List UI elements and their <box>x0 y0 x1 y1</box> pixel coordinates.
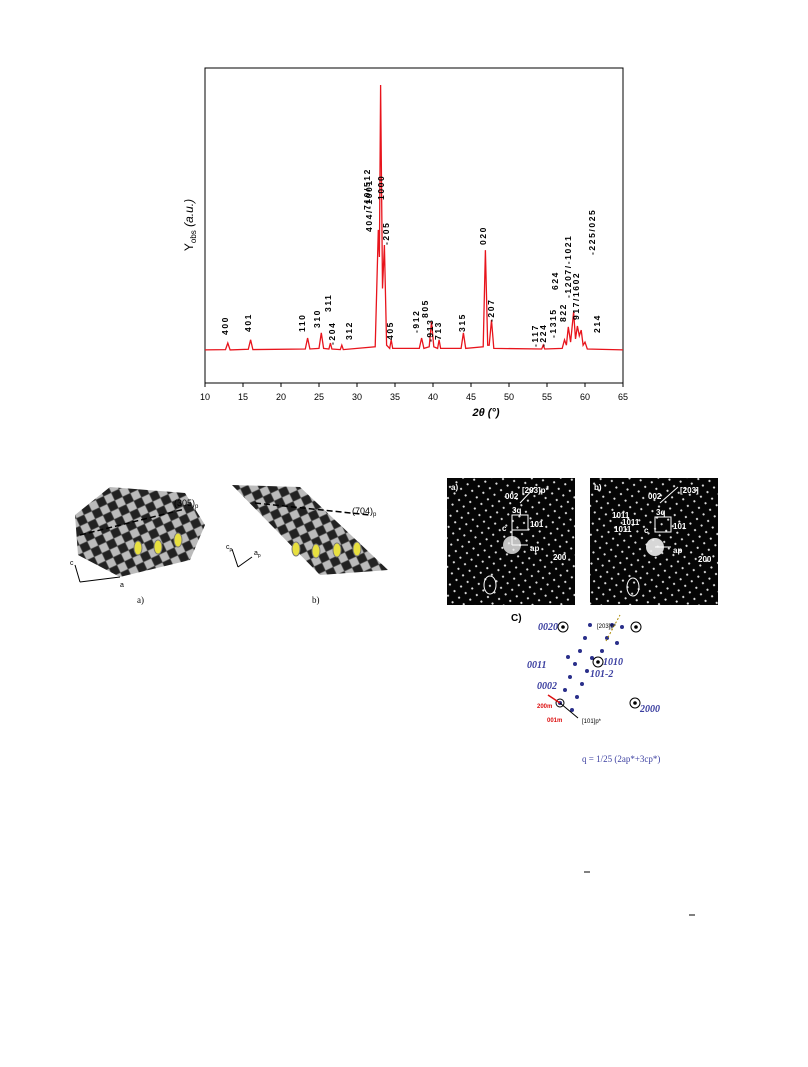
peak-label: -912 <box>411 310 421 333</box>
peak-label: -225/025 <box>587 209 597 255</box>
direction-label: [203] <box>680 486 699 495</box>
spot-label: 101 <box>530 520 544 529</box>
x-tick-label: 55 <box>542 392 552 402</box>
x-axis-label: 2θ (°) <box>471 407 499 419</box>
spot-label: [203]p* <box>597 624 617 630</box>
text-fragments <box>584 871 695 916</box>
spot-label: 0020 <box>538 622 558 633</box>
spot-label: 002 <box>505 492 519 501</box>
peak-label: 713 <box>433 321 443 340</box>
axis-label: a <box>120 582 124 589</box>
channels <box>291 541 362 559</box>
x-tick-label: 40 <box>428 392 438 402</box>
peak-label: 822 <box>558 303 568 322</box>
peak-label: 400 <box>220 316 230 335</box>
peak-label: -205 <box>381 222 391 245</box>
peak-label: -204 <box>327 322 337 345</box>
peak-label: 710/512 <box>362 168 372 210</box>
panel-label: a) <box>451 483 458 492</box>
panel-label: a) <box>137 595 144 605</box>
spot-label: 2000 <box>639 704 660 715</box>
peak-label: -207 <box>486 299 496 322</box>
x-tick-label: 65 <box>618 392 628 402</box>
axis-label: ap <box>530 544 539 553</box>
peak-label: -1207/-1021 <box>563 235 573 298</box>
axis-label: c <box>502 524 507 533</box>
peak-label: -224 <box>538 324 548 347</box>
peak-label: 405 <box>385 321 395 340</box>
satellite-label: 1011 <box>622 518 640 527</box>
x-tick-label: 50 <box>504 392 514 402</box>
axis-label: ap <box>673 546 682 555</box>
satellite-label: 1011 <box>614 525 632 534</box>
peak-label: 401 <box>243 313 253 332</box>
peak-label: 110 <box>297 313 307 332</box>
spot-label: 0011 <box>527 660 546 671</box>
spot-label: 002 <box>648 492 662 501</box>
peak-label: 315 <box>457 313 467 332</box>
x-tick-label: 30 <box>352 392 362 402</box>
y-label-main: Y <box>182 243 196 251</box>
chart: 2θ (°) Yobs (a.u.) 10 15 20 25 30 35 40 45 50 55 6… <box>182 67 628 419</box>
axis-label: cp <box>226 544 233 553</box>
peak-label: 404/-1001 <box>364 179 374 232</box>
x-tick-label: 10 <box>200 392 210 402</box>
peak-label: -913 <box>425 319 435 342</box>
panel-label: b) <box>312 595 320 605</box>
spot-label: 0002 <box>537 681 557 692</box>
structure-a <box>75 487 205 577</box>
channels <box>133 532 183 556</box>
peak-label: 310 <box>312 309 322 328</box>
peak-label: 020 <box>478 226 488 245</box>
plane-label: (704)p <box>352 506 377 518</box>
data-line <box>204 84 624 351</box>
peak-label: 312 <box>344 321 354 340</box>
peak-label: 624 <box>550 271 560 290</box>
schematic <box>547 614 642 719</box>
plot-frame <box>204 67 624 384</box>
x-tick-label: 15 <box>238 392 248 402</box>
axis-label: c <box>70 560 74 567</box>
formula: q = 1/25 (2ap*+3cp*) <box>582 754 660 764</box>
x-tick-label: 35 <box>390 392 400 402</box>
q-label: 3q <box>512 506 521 515</box>
spot-label: 200 <box>698 555 712 564</box>
spot-label: 101-2 <box>590 669 613 680</box>
peak-label: 805 <box>420 299 430 318</box>
panel-label: C) <box>511 613 522 624</box>
axis-label: c <box>644 526 649 535</box>
y-label-unit: (a.u.) <box>182 199 196 227</box>
y-axis-label: Yobs (a.u.) <box>182 199 198 251</box>
x-tick-label: 25 <box>314 392 324 402</box>
axis-label: ap <box>254 550 261 559</box>
q-label: 3q <box>656 508 665 517</box>
peak-label: 1000 <box>376 175 386 200</box>
spot-label: 1010 <box>603 657 623 668</box>
structure-b <box>232 485 388 575</box>
spot-label: [101]p* <box>582 719 602 725</box>
peak-label: 917/1602 <box>571 272 581 320</box>
direction-label: [203]p* <box>522 486 550 495</box>
spot-label: 200m <box>537 704 552 710</box>
spot-label: 001m <box>547 718 562 724</box>
peak-label: 311 <box>323 293 333 312</box>
satellite-label: 1011 <box>612 511 630 520</box>
x-tick-label: 20 <box>276 392 286 402</box>
peak-label: -117 <box>530 324 540 347</box>
x-tick-label: 60 <box>580 392 590 402</box>
panel-label: b) <box>594 483 602 492</box>
y-label-sub: obs <box>189 230 198 243</box>
figures: (305)p c a a) (704)p cp ap b) a) 002 [20… <box>70 478 718 764</box>
peak-label: 214 <box>592 314 602 333</box>
peak-label: -1315 <box>548 308 558 338</box>
x-tick-label: 45 <box>466 392 476 402</box>
spot-label: 101 <box>673 522 687 531</box>
spot-label: 200 <box>553 553 567 562</box>
plane-label: (305)p <box>174 498 199 510</box>
